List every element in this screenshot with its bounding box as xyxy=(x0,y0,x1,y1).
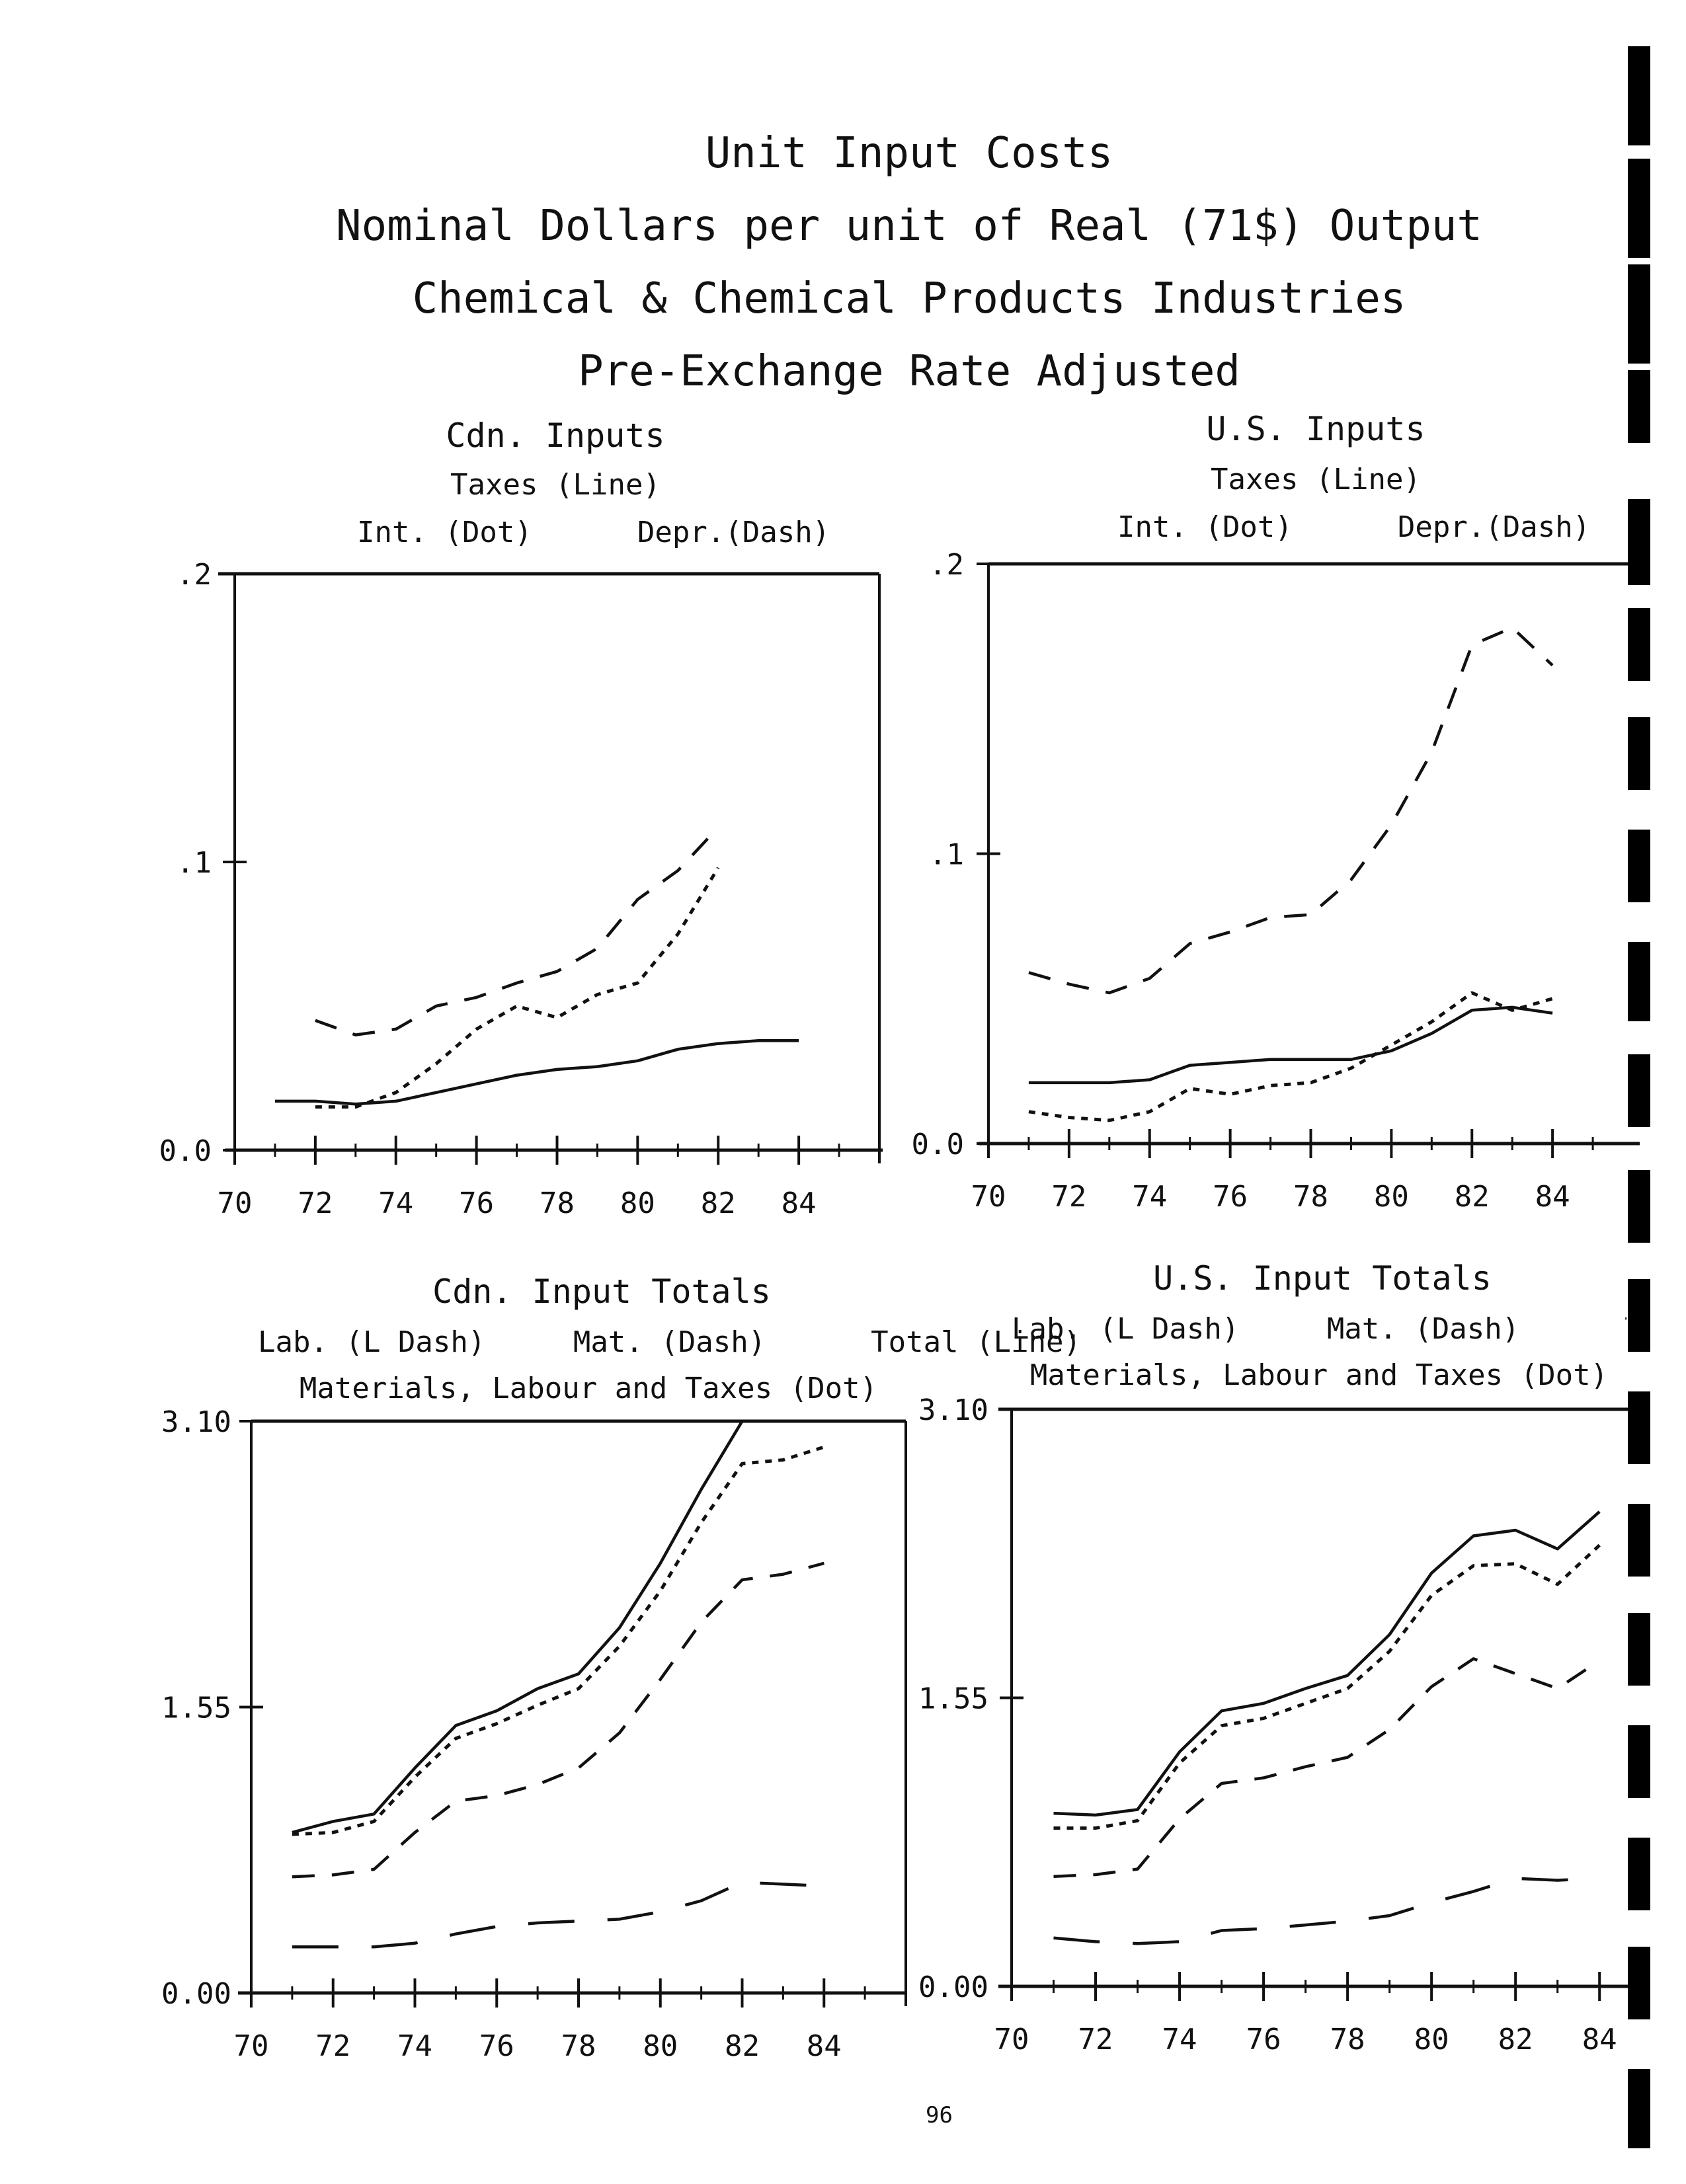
binder-mark xyxy=(1628,1725,1650,1798)
y-tick-label: .2 xyxy=(177,558,212,592)
series-line-dash xyxy=(1028,626,1554,995)
x-tick-label: 84 xyxy=(1535,1180,1570,1214)
legend-line-cdn-totals-2: Materials, Labour and Taxes (Dot) xyxy=(299,1372,878,1405)
x-tick-label: 82 xyxy=(725,2029,760,2063)
x-tick-label: 80 xyxy=(1374,1180,1409,1214)
series-line-dash xyxy=(1053,1657,1601,1879)
y-tick-label: 0.0 xyxy=(159,1134,212,1168)
series-line-solid xyxy=(274,1039,799,1106)
binder-mark xyxy=(1628,370,1650,443)
x-tick-label: 70 xyxy=(234,2029,269,2063)
series-line-dot xyxy=(315,867,720,1109)
x-tick-label: 70 xyxy=(218,1187,253,1220)
y-tick-label: .1 xyxy=(177,846,212,880)
binder-mark xyxy=(1628,717,1650,790)
legend-line-us-inputs-1: Taxes (Line) xyxy=(1211,463,1421,496)
x-tick-label: 80 xyxy=(1414,2023,1449,2056)
binder-mark xyxy=(1628,608,1650,681)
legend-line-us-totals-1: Lab. (L Dash) Mat. (Dash) Total (Line xyxy=(1012,1312,1626,1346)
y-tick-label: 3.10 xyxy=(161,1405,231,1439)
series-line-ldash xyxy=(292,1881,824,1949)
x-tick-label: 78 xyxy=(561,2029,596,2063)
x-tick-label: 76 xyxy=(479,2029,514,2063)
binder-mark xyxy=(1628,499,1650,585)
x-tick-label: 72 xyxy=(1051,1180,1086,1214)
binder-mark xyxy=(1628,1504,1650,1577)
x-tick-label: 80 xyxy=(620,1187,655,1220)
x-tick-label: 78 xyxy=(1330,2023,1365,2056)
x-tick-label: 76 xyxy=(1246,2023,1281,2056)
main-title-line-4: Pre-Exchange Rate Adjusted xyxy=(578,347,1240,396)
series-line-ldash xyxy=(1053,1877,1600,1945)
binder-mark xyxy=(1628,1054,1650,1127)
chart-title-us-input-totals: U.S. Input Totals xyxy=(1153,1259,1492,1298)
legend-line-cdn-inputs-1: Taxes (Line) xyxy=(450,468,661,502)
x-tick-label: 78 xyxy=(540,1187,575,1220)
x-tick-label: 74 xyxy=(1162,2023,1197,2056)
x-tick-label: 74 xyxy=(1132,1180,1167,1214)
series-line-dot xyxy=(1028,991,1553,1122)
y-tick-label: 1.55 xyxy=(161,1692,231,1725)
x-tick-label: 80 xyxy=(643,2029,678,2063)
x-tick-label: 74 xyxy=(378,1187,413,1220)
x-tick-label: 72 xyxy=(1078,2023,1113,2056)
y-tick-label: 3.10 xyxy=(918,1393,988,1427)
x-tick-label: 82 xyxy=(1498,2023,1533,2056)
main-title-line-2: Nominal Dollars per unit of Real (71$) O… xyxy=(336,202,1482,251)
series-line-dash xyxy=(292,1561,824,1879)
binder-mark xyxy=(1628,159,1650,258)
binder-mark xyxy=(1628,1947,1650,2019)
x-tick-label: 72 xyxy=(298,1187,333,1220)
x-tick-label: 84 xyxy=(782,1187,817,1220)
x-tick-label: 70 xyxy=(994,2023,1029,2056)
series-line-dot xyxy=(292,1445,825,1836)
x-tick-label: 72 xyxy=(315,2029,350,2063)
y-tick-label: 0.00 xyxy=(161,1977,231,2011)
legend-line-us-totals-2: Materials, Labour and Taxes (Dot) xyxy=(1029,1358,1609,1392)
binder-mark xyxy=(1628,1391,1650,1464)
y-tick-label: 1.55 xyxy=(918,1682,988,1716)
binder-mark xyxy=(1628,830,1650,902)
binder-mark xyxy=(1628,942,1650,1021)
binder-mark xyxy=(1628,264,1650,364)
binder-mark xyxy=(1628,2069,1650,2148)
y-tick-label: .1 xyxy=(929,838,964,872)
chart-title-us-inputs: U.S. Inputs xyxy=(1206,410,1425,448)
x-tick-label: 70 xyxy=(971,1180,1006,1214)
x-tick-label: 84 xyxy=(1582,2023,1617,2056)
chart-title-cdn-input-totals: Cdn. Input Totals xyxy=(432,1272,771,1311)
series-line-dot xyxy=(1053,1543,1601,1830)
page-number: 96 xyxy=(926,2102,953,2128)
x-tick-label: 84 xyxy=(807,2029,842,2063)
x-tick-label: 74 xyxy=(397,2029,432,2063)
binder-mark xyxy=(1628,1838,1650,1910)
series-line-solid xyxy=(292,1420,744,1834)
series-line-solid xyxy=(1053,1510,1601,1817)
y-tick-label: 0.0 xyxy=(912,1128,964,1161)
x-tick-label: 76 xyxy=(1213,1180,1248,1214)
binder-mark xyxy=(1628,1279,1650,1352)
main-title-line-3: Chemical & Chemical Products Industries xyxy=(412,274,1406,323)
x-tick-label: 82 xyxy=(1455,1180,1490,1214)
chart-title-cdn-inputs: Cdn. Inputs xyxy=(446,416,665,455)
main-title-line-1: Unit Input Costs xyxy=(705,129,1113,178)
binder-mark xyxy=(1628,1613,1650,1686)
series-line-solid xyxy=(1028,1005,1553,1085)
x-tick-label: 78 xyxy=(1293,1180,1328,1214)
x-tick-label: 82 xyxy=(701,1187,736,1220)
y-tick-label: .2 xyxy=(929,548,964,582)
binder-mark xyxy=(1628,1170,1650,1243)
series-line-dash xyxy=(315,826,719,1036)
y-tick-label: 0.00 xyxy=(918,1970,988,2004)
binder-mark xyxy=(1628,46,1650,145)
x-tick-label: 76 xyxy=(459,1187,494,1220)
